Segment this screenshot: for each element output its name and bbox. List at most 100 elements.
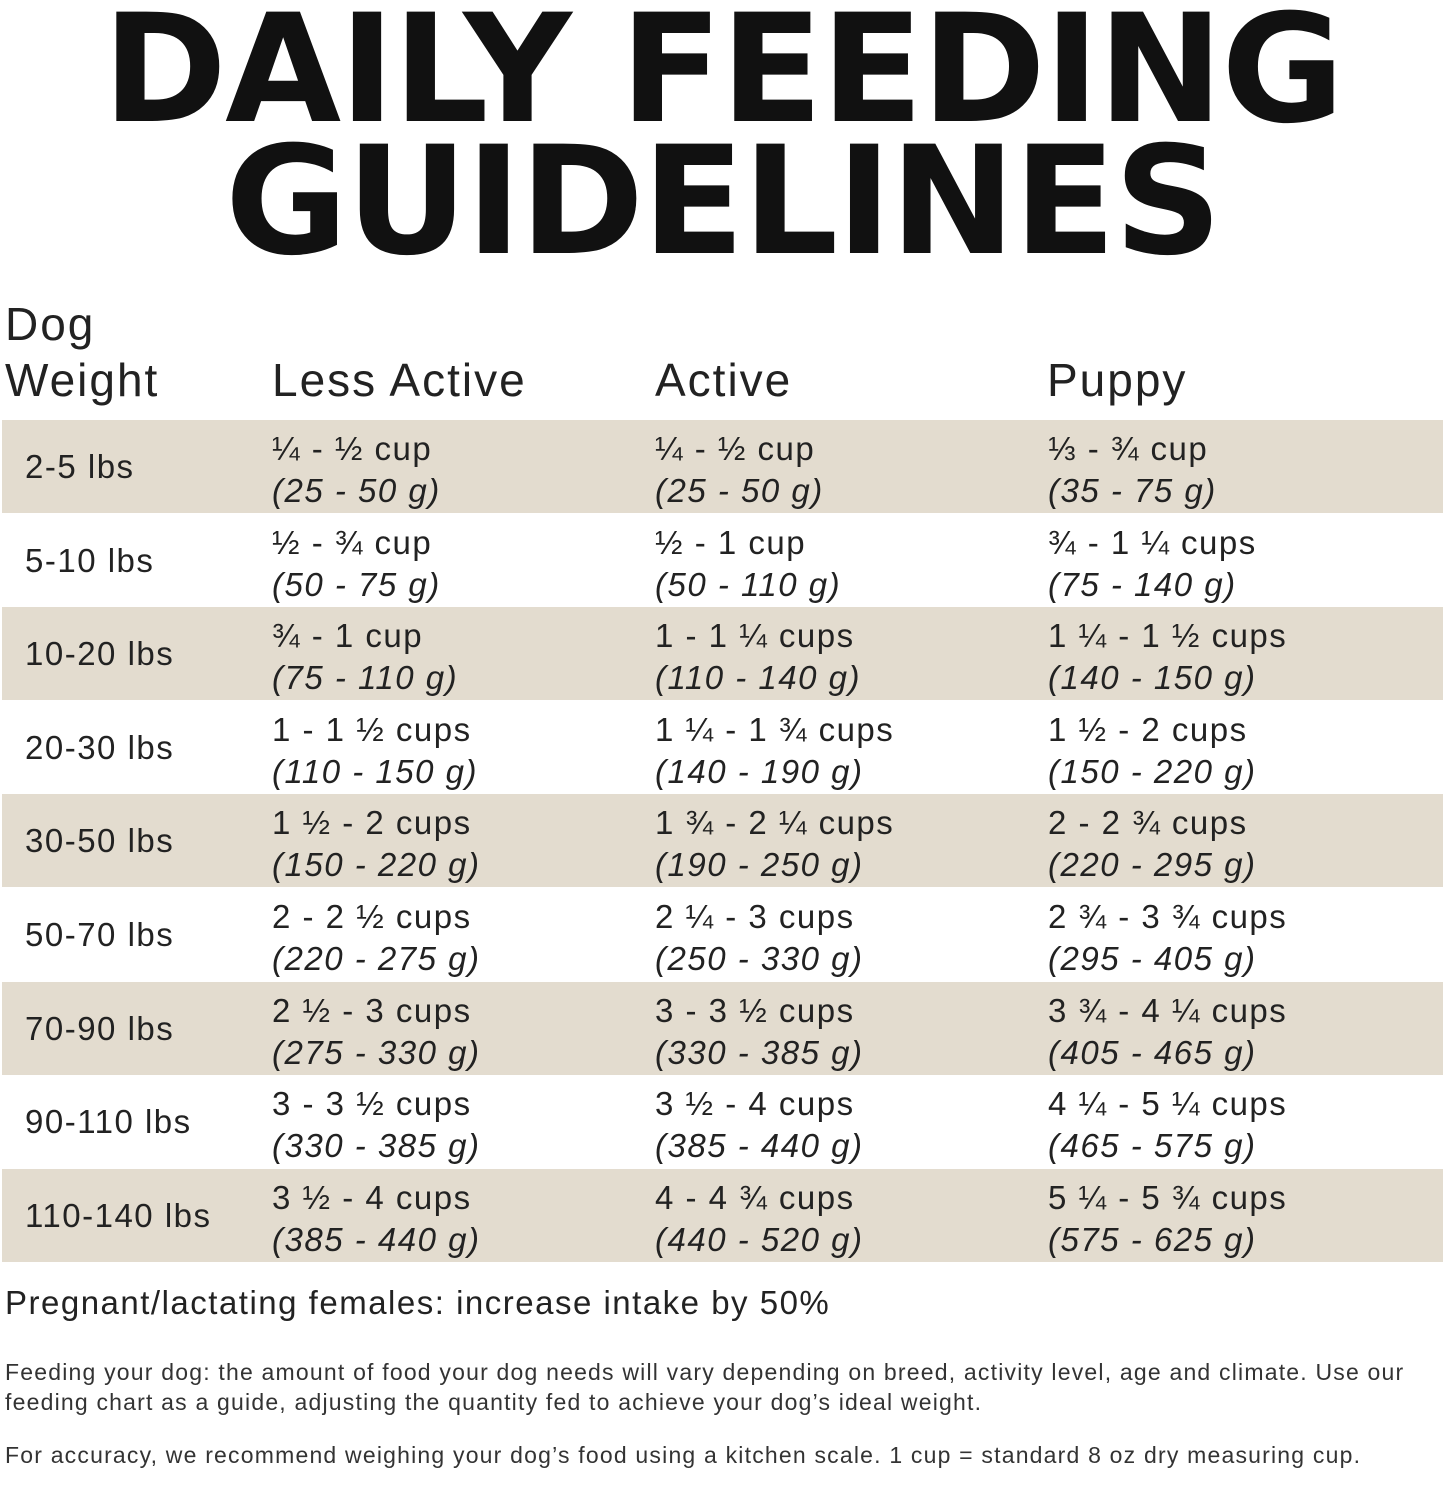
- table-row: 20-30 lbs 1 - 1 ½ cups (110 - 150 g) 1 ¼…: [2, 701, 1443, 794]
- cups-amount: 2 - 2 ½ cups: [272, 898, 472, 935]
- cups-amount: 1 - 1 ½ cups: [272, 710, 472, 748]
- grams-amount: (295 - 405 g): [1048, 940, 1257, 977]
- cups-amount: 3 - 3 ½ cups: [655, 991, 855, 1029]
- cups-amount: 1 ¼ - 1 ¾ cups: [655, 710, 895, 748]
- grams-amount: (385 - 440 g): [272, 1220, 481, 1258]
- cups-amount: 2 ½ - 3 cups: [272, 991, 472, 1029]
- less-active-cell: 3 ½ - 4 cups (385 - 440 g): [272, 1177, 480, 1261]
- header-dog-weight: Dog Weight: [5, 296, 159, 408]
- cups-amount: 3 - 3 ½ cups: [272, 1085, 472, 1123]
- grams-amount: (140 - 190 g): [655, 752, 864, 790]
- header-puppy: Puppy: [1047, 354, 1188, 406]
- header-weight-line-2: Weight: [5, 354, 160, 406]
- active-cell: 3 - 3 ½ cups (330 - 385 g): [655, 990, 863, 1074]
- weight-cell: 110-140 lbs: [25, 1196, 212, 1234]
- weight-cell: 30-50 lbs: [25, 822, 175, 860]
- cups-amount: ¾ - 1 ¼ cups: [1048, 523, 1257, 561]
- puppy-cell: 3 ¾ - 4 ¼ cups (405 - 465 g): [1048, 990, 1287, 1074]
- less-active-cell: 1 - 1 ½ cups (110 - 150 g): [272, 709, 478, 793]
- cups-amount: 2 ¼ - 3 cups: [655, 898, 855, 935]
- table-row: 10-20 lbs ¾ - 1 cup (75 - 110 g) 1 - 1 ¼…: [2, 607, 1443, 701]
- grams-amount: (220 - 275 g): [272, 940, 481, 977]
- table-row: 5-10 lbs ½ - ¾ cup (50 - 75 g) ½ - 1 cup…: [2, 514, 1443, 607]
- cups-amount: 3 ¾ - 4 ¼ cups: [1048, 991, 1288, 1029]
- grams-amount: (75 - 110 g): [272, 659, 459, 697]
- grams-amount: (50 - 110 g): [655, 565, 842, 603]
- header-weight-line-1: Dog: [5, 298, 96, 350]
- weight-cell: 20-30 lbs: [25, 728, 175, 766]
- table-row: 90-110 lbs 3 - 3 ½ cups (330 - 385 g) 3 …: [2, 1075, 1443, 1168]
- cups-amount: 1 - 1 ¼ cups: [655, 617, 855, 655]
- grams-amount: (440 - 520 g): [655, 1220, 864, 1258]
- active-cell: 2 ¼ - 3 cups (250 - 330 g): [655, 896, 863, 980]
- grams-amount: (190 - 250 g): [655, 846, 864, 884]
- active-cell: 1 ¾ - 2 ¼ cups (190 - 250 g): [655, 802, 894, 886]
- puppy-cell: ⅓ - ¾ cup (35 - 75 g): [1048, 428, 1217, 512]
- puppy-cell: 5 ¼ - 5 ¾ cups (575 - 625 g): [1048, 1177, 1287, 1261]
- cups-amount: 4 - 4 ¾ cups: [655, 1178, 855, 1216]
- header-active: Active: [655, 354, 793, 406]
- cups-amount: 1 ½ - 2 cups: [1048, 710, 1248, 748]
- weight-cell: 2-5 lbs: [25, 448, 135, 485]
- cups-amount: 1 ½ - 2 cups: [272, 804, 472, 842]
- weight-cell: 90-110 lbs: [25, 1103, 192, 1141]
- pregnancy-note: Pregnant/lactating females: increase int…: [5, 1284, 831, 1321]
- grams-amount: (385 - 440 g): [655, 1127, 864, 1165]
- cups-amount: 3 ½ - 4 cups: [655, 1085, 855, 1123]
- less-active-cell: 2 ½ - 3 cups (275 - 330 g): [272, 990, 480, 1074]
- table-row: 2-5 lbs ¼ - ½ cup (25 - 50 g) ¼ - ½ cup …: [2, 420, 1443, 513]
- active-cell: 4 - 4 ¾ cups (440 - 520 g): [655, 1177, 863, 1261]
- cups-amount: ½ - 1 cup: [655, 523, 807, 561]
- active-cell: ¼ - ½ cup (25 - 50 g): [655, 428, 824, 512]
- cups-amount: ¼ - ½ cup: [272, 430, 433, 467]
- grams-amount: (250 - 330 g): [655, 940, 864, 977]
- weight-cell: 5-10 lbs: [25, 541, 155, 579]
- accuracy-paragraph: For accuracy, we recommend weighing your…: [5, 1442, 1362, 1468]
- cups-amount: 2 - 2 ¾ cups: [1048, 804, 1248, 842]
- grams-amount: (110 - 150 g): [272, 752, 478, 790]
- active-cell: 1 - 1 ¼ cups (110 - 140 g): [655, 615, 861, 699]
- table-row: 110-140 lbs 3 ½ - 4 cups (385 - 440 g) 4…: [2, 1168, 1443, 1262]
- less-active-cell: ½ - ¾ cup (50 - 75 g): [272, 522, 441, 606]
- cups-amount: ¾ - 1 cup: [272, 617, 424, 655]
- less-active-cell: 2 - 2 ½ cups (220 - 275 g): [272, 896, 480, 980]
- grams-amount: (50 - 75 g): [272, 565, 441, 603]
- grams-amount: (140 - 150 g): [1048, 659, 1257, 697]
- puppy-cell: 1 ¼ - 1 ½ cups (140 - 150 g): [1048, 615, 1287, 699]
- grams-amount: (110 - 140 g): [655, 659, 861, 697]
- active-cell: 1 ¼ - 1 ¾ cups (140 - 190 g): [655, 709, 894, 793]
- puppy-cell: 1 ½ - 2 cups (150 - 220 g): [1048, 709, 1256, 793]
- less-active-cell: ¾ - 1 cup (75 - 110 g): [272, 615, 458, 699]
- table-row: 50-70 lbs 2 - 2 ½ cups (220 - 275 g) 2 ¼…: [2, 888, 1443, 981]
- table-row: 70-90 lbs 2 ½ - 3 cups (275 - 330 g) 3 -…: [2, 981, 1443, 1075]
- weight-cell: 10-20 lbs: [25, 635, 175, 673]
- grams-amount: (25 - 50 g): [272, 472, 441, 509]
- active-cell: 3 ½ - 4 cups (385 - 440 g): [655, 1083, 863, 1167]
- less-active-cell: 3 - 3 ½ cups (330 - 385 g): [272, 1083, 480, 1167]
- grams-amount: (575 - 625 g): [1048, 1220, 1257, 1258]
- grams-amount: (150 - 220 g): [272, 846, 481, 884]
- cups-amount: ¼ - ½ cup: [655, 430, 816, 467]
- grams-amount: (150 - 220 g): [1048, 752, 1257, 790]
- grams-amount: (405 - 465 g): [1048, 1033, 1257, 1071]
- grams-amount: (75 - 140 g): [1048, 565, 1237, 603]
- cups-amount: ½ - ¾ cup: [272, 523, 433, 561]
- header-less-active: Less Active: [272, 354, 527, 406]
- less-active-cell: 1 ½ - 2 cups (150 - 220 g): [272, 802, 480, 886]
- title-line-1: DAILY FEEDING: [102, 0, 1345, 157]
- grams-amount: (220 - 295 g): [1048, 846, 1257, 884]
- puppy-cell: 4 ¼ - 5 ¼ cups (465 - 575 g): [1048, 1083, 1287, 1167]
- cups-amount: 3 ½ - 4 cups: [272, 1178, 472, 1216]
- cups-amount: 1 ¾ - 2 ¼ cups: [655, 804, 895, 842]
- puppy-cell: 2 ¾ - 3 ¾ cups (295 - 405 g): [1048, 896, 1287, 980]
- puppy-cell: 2 - 2 ¾ cups (220 - 295 g): [1048, 802, 1256, 886]
- cups-amount: ⅓ - ¾ cup: [1048, 430, 1209, 467]
- grams-amount: (35 - 75 g): [1048, 472, 1217, 509]
- cups-amount: 5 ¼ - 5 ¾ cups: [1048, 1178, 1288, 1216]
- weight-cell: 50-70 lbs: [25, 916, 175, 953]
- cups-amount: 1 ¼ - 1 ½ cups: [1048, 617, 1288, 655]
- cups-amount: 4 ¼ - 5 ¼ cups: [1048, 1085, 1288, 1123]
- table-row: 30-50 lbs 1 ½ - 2 cups (150 - 220 g) 1 ¾…: [2, 794, 1443, 888]
- feeding-paragraph: Feeding your dog: the amount of food you…: [5, 1359, 1405, 1415]
- grams-amount: (330 - 385 g): [655, 1033, 864, 1071]
